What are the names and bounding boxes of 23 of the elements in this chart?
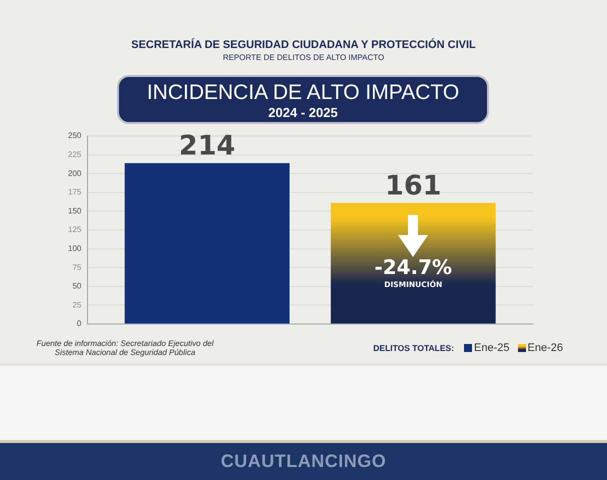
- text: CUAUTLANCINGO: [0, 443, 607, 480]
- annotation: -24.7%: [374, 255, 452, 280]
- y-tick-label: 25: [72, 300, 82, 310]
- data-label: 214: [178, 130, 236, 162]
- text: SECRETARÍA DE SEGURIDAD CIUDADANA Y PROTECCIÓN CIVIL: [130, 39, 477, 52]
- y-tick-label: 250: [68, 131, 82, 140]
- source-note: Fuente de información: Secretariado Ejecutivo del Sistema Nacional de Seguridad Pública: [36, 339, 214, 357]
- legend-label: Ene-25: [474, 342, 510, 354]
- legend-title: DELITOS TOTALES:: [373, 343, 454, 353]
- y-tick-label: 100: [68, 244, 82, 254]
- legend-label: Ene-26: [528, 342, 563, 354]
- y-tick-label: 200: [68, 168, 82, 178]
- y-tick-label: 150: [68, 206, 82, 216]
- y-tick-label: 75: [72, 262, 82, 272]
- y-tick-label: 0: [76, 319, 82, 328]
- y-tick-label: 225: [68, 150, 82, 160]
- y-tick-label: 175: [68, 188, 82, 197]
- y-tick-label: 50: [72, 282, 82, 291]
- chart-subtitle: 2024 - 2025: [267, 105, 339, 120]
- y-tick-label: 125: [68, 225, 82, 234]
- chart-title: INCIDENCIA DE ALTO IMPACTO: [146, 80, 460, 105]
- data-label: 161: [385, 170, 442, 202]
- text: REPORTE DE DELITOS DE ALTO IMPACTO: [222, 53, 386, 63]
